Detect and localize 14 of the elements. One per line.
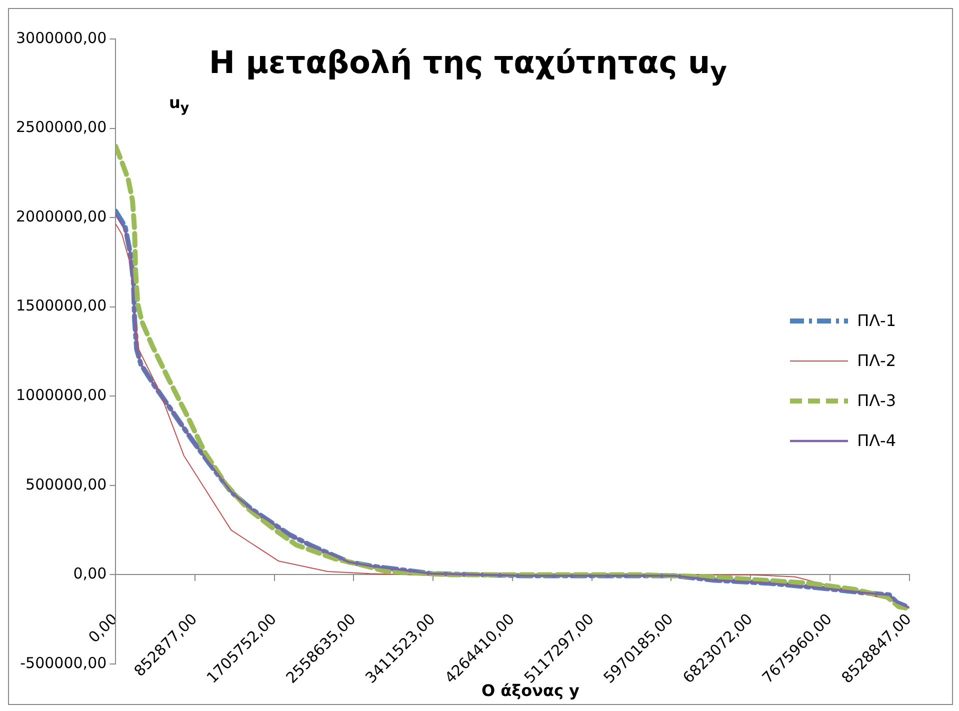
y-tick-label: 1000000,00: [16, 386, 107, 404]
legend-label: ΠΛ-4: [857, 430, 896, 452]
y-tick-label: -500000,00: [20, 654, 107, 672]
chart-title: Η μεταβολή της ταχύτητας u$_{y}$: [209, 45, 727, 88]
y-tick-label: 3000000,00: [16, 28, 107, 47]
legend-label: ΠΛ-3: [857, 390, 896, 412]
legend-label: ΠΛ-2: [857, 350, 896, 372]
y-tick-label: 2000000,00: [16, 207, 107, 226]
y-tick-label: 500000,00: [26, 475, 107, 494]
legend-label: ΠΛ-1: [857, 310, 896, 332]
y-tick-label: 0,00: [73, 564, 107, 583]
y-axis-title: u$_{y}$: [169, 93, 190, 116]
y-tick-label: 1500000,00: [16, 296, 107, 315]
y-tick-label: 2500000,00: [16, 118, 107, 136]
